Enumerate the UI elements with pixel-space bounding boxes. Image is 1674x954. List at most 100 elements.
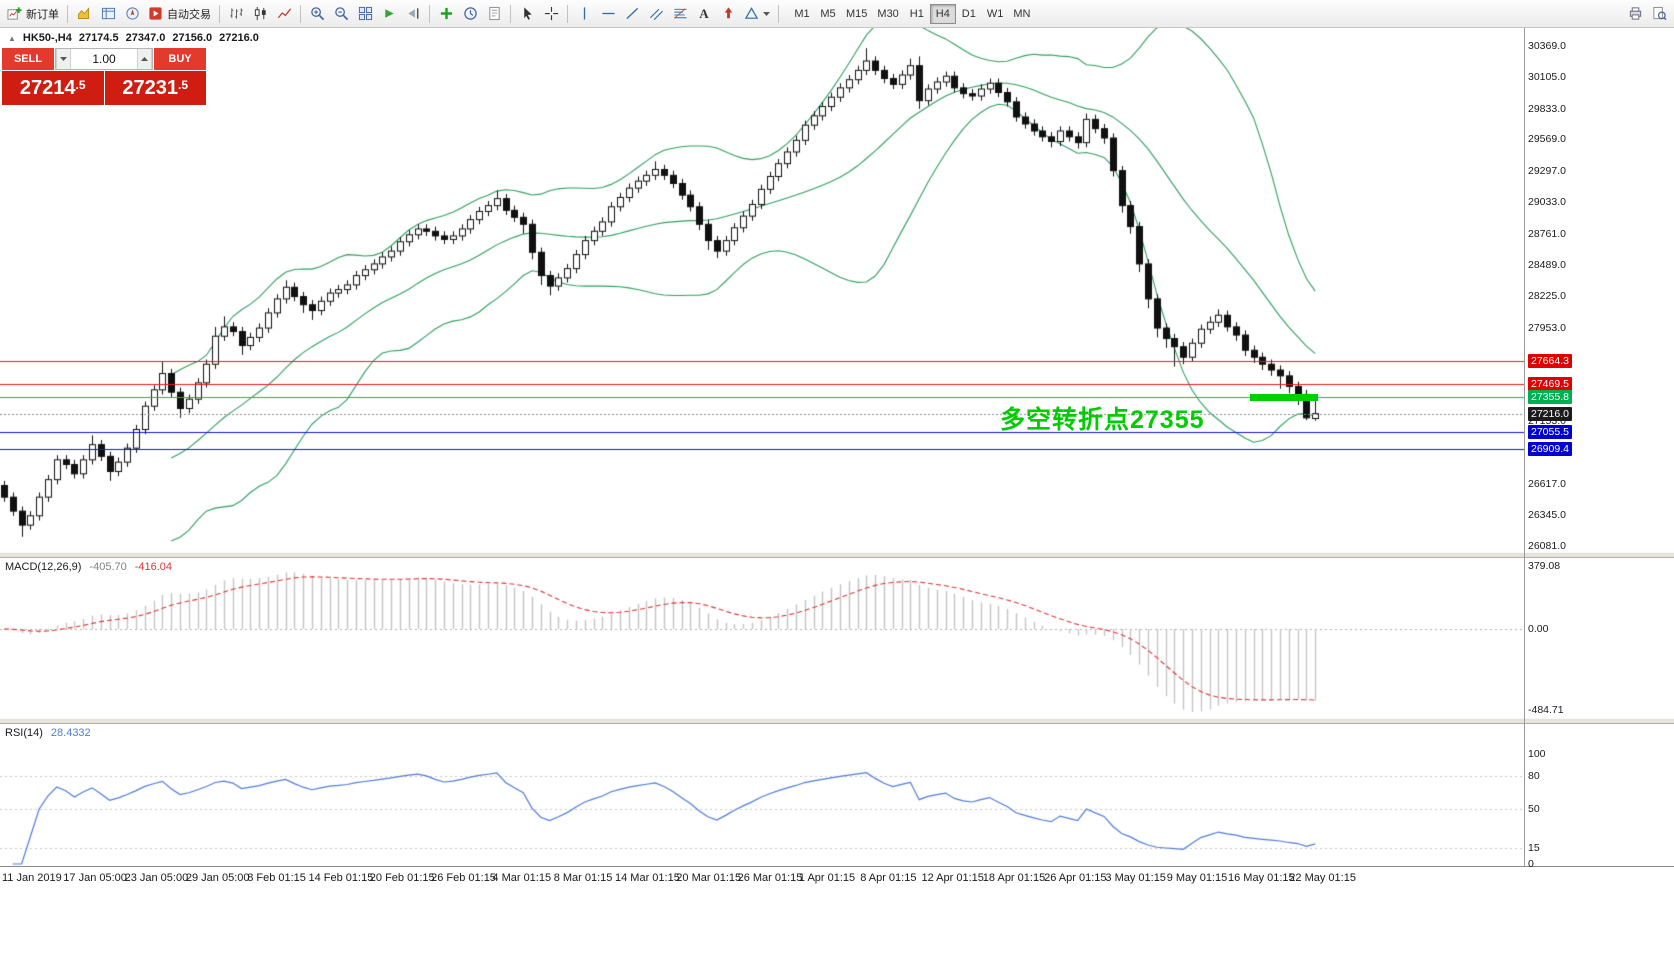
timeframe-h1[interactable]: H1 [904, 4, 930, 24]
chart-shift-button[interactable] [401, 2, 425, 26]
market-watch-button[interactable] [72, 2, 96, 26]
auto-scroll-icon [382, 6, 397, 21]
sell-price-fraction: .5 [75, 78, 86, 92]
toolbar-right-group [1623, 2, 1671, 26]
price-axis-divider [1524, 28, 1525, 866]
timeframe-w1[interactable]: W1 [982, 4, 1009, 24]
horizontal-line-button[interactable] [596, 2, 620, 26]
volume-increase-button[interactable] [137, 49, 152, 69]
shapes-button[interactable] [740, 2, 774, 26]
vertical-line-icon [577, 6, 592, 21]
channel-icon [649, 6, 664, 21]
time-label: 11 Jan 2019 [2, 872, 62, 884]
buy-price: 27231 [122, 77, 179, 99]
timeframe-d1[interactable]: D1 [956, 4, 982, 24]
time-label: 1 Apr 01:15 [798, 872, 856, 884]
time-axis[interactable]: 11 Jan 2019 17 Jan 05:00 23 Jan 05:00 29 Ja… [0, 866, 1674, 893]
volume-decrease-button[interactable] [56, 49, 71, 69]
panel-splitter[interactable] [0, 552, 1674, 558]
buy-button[interactable]: BUY [154, 48, 206, 70]
trendline-button[interactable] [620, 2, 644, 26]
time-label: 8 Feb 01:15 [247, 872, 306, 884]
volume-control: 1.00 [55, 48, 153, 70]
time-label: 17 Jan 05:00 [63, 872, 127, 884]
timeframe-h4[interactable]: H4 [929, 3, 956, 24]
sell-button[interactable]: SELL [2, 48, 54, 70]
autotrade-icon [148, 6, 163, 21]
time-label: 9 May 01:15 [1166, 872, 1228, 884]
time-label: 3 May 01:15 [1105, 872, 1166, 884]
new-order-icon [7, 6, 22, 21]
navigator-icon [125, 6, 140, 21]
price-chart[interactable] [0, 28, 1524, 552]
bar-chart-icon [229, 6, 244, 21]
print-preview-button[interactable] [1647, 2, 1671, 26]
indicators-button[interactable] [434, 2, 458, 26]
buy-price-button[interactable]: 27231.5 [104, 71, 206, 105]
templates-icon [487, 6, 502, 21]
rsi-label: RSI(14) [5, 727, 43, 739]
time-label: 20 Feb 01:15 [369, 872, 435, 884]
tile-windows-button[interactable] [353, 2, 377, 26]
periods-button[interactable] [458, 2, 482, 26]
bar-chart-button[interactable] [224, 2, 248, 26]
ohlc-close: 27216.0 [219, 32, 259, 44]
cursor-button[interactable] [515, 2, 539, 26]
zoom-out-icon [334, 6, 349, 21]
timeframe-m15[interactable]: M15 [841, 4, 872, 24]
timeframe-group: M1 M5 M15 M30 H1 H4 D1 W1 MN [789, 3, 1035, 24]
macd-chart[interactable] [0, 558, 1524, 718]
rsi-header: RSI(14) 28.4332 [5, 727, 91, 739]
printer-icon [1628, 6, 1643, 21]
time-label: 18 Apr 01:15 [982, 872, 1046, 884]
printer-button[interactable] [1623, 2, 1647, 26]
arrows-button[interactable] [716, 2, 740, 26]
fibonacci-button[interactable] [668, 2, 692, 26]
toolbar-separator [510, 4, 511, 23]
pivot-level-bar[interactable] [1250, 394, 1318, 402]
ohlc-high: 27347.0 [125, 32, 166, 44]
timeframe-m1[interactable]: M1 [789, 4, 815, 24]
zoom-out-button[interactable] [329, 2, 353, 26]
candlestick-chart-button[interactable] [248, 2, 272, 26]
new-order-button[interactable]: 新订单 [3, 2, 63, 26]
crosshair-button[interactable] [539, 2, 563, 26]
rsi-chart[interactable] [0, 724, 1524, 866]
channel-button[interactable] [644, 2, 668, 26]
time-label: 12 Apr 01:15 [921, 872, 984, 884]
zoom-in-button[interactable] [305, 2, 329, 26]
market-watch-icon [77, 6, 92, 21]
new-order-label: 新订单 [26, 8, 59, 21]
auto-scroll-button[interactable] [377, 2, 401, 26]
data-window-button[interactable] [96, 2, 120, 26]
symbol-name: HK50-,H4 [22, 32, 72, 44]
data-window-icon [101, 6, 116, 21]
vertical-line-button[interactable] [572, 2, 596, 26]
macd-label: MACD(12,26,9) [5, 561, 82, 573]
timeframe-m5[interactable]: M5 [815, 4, 841, 24]
line-chart-button[interactable] [272, 2, 296, 26]
sell-price-button[interactable]: 27214.5 [2, 71, 104, 105]
navigator-button[interactable] [120, 2, 144, 26]
time-label: 14 Mar 01:15 [615, 872, 680, 884]
macd-header: MACD(12,26,9) -405.70 -416.04 [5, 561, 173, 573]
chart-shift-icon [406, 6, 421, 21]
symbol-marker-icon: ▲ [8, 33, 16, 43]
autotrade-button[interactable]: 自动交易 [144, 2, 215, 26]
volume-input[interactable]: 1.00 [92, 52, 116, 66]
cursor-icon [520, 6, 535, 21]
timeframe-mn[interactable]: MN [1008, 4, 1035, 24]
symbol-ohlc-header: ▲ HK50-,H4 27174.5 27347.0 27156.0 27216… [8, 32, 259, 44]
time-label: 29 Jan 05:00 [185, 872, 250, 884]
time-label: 14 Feb 01:15 [308, 872, 374, 884]
templates-button[interactable] [482, 2, 506, 26]
one-click-trading-panel: SELL 1.00 BUY 27214.5 27231.5 [2, 48, 206, 105]
timeframe-m30[interactable]: M30 [872, 4, 903, 24]
arrows-icon [721, 6, 736, 21]
text-tool-button[interactable]: A [692, 2, 716, 26]
time-label: 26 Mar 01:15 [737, 872, 803, 884]
chart-annotation[interactable]: 多空转折点27355 [1000, 406, 1205, 434]
panel-splitter[interactable] [0, 718, 1674, 724]
indicators-icon [439, 6, 454, 21]
